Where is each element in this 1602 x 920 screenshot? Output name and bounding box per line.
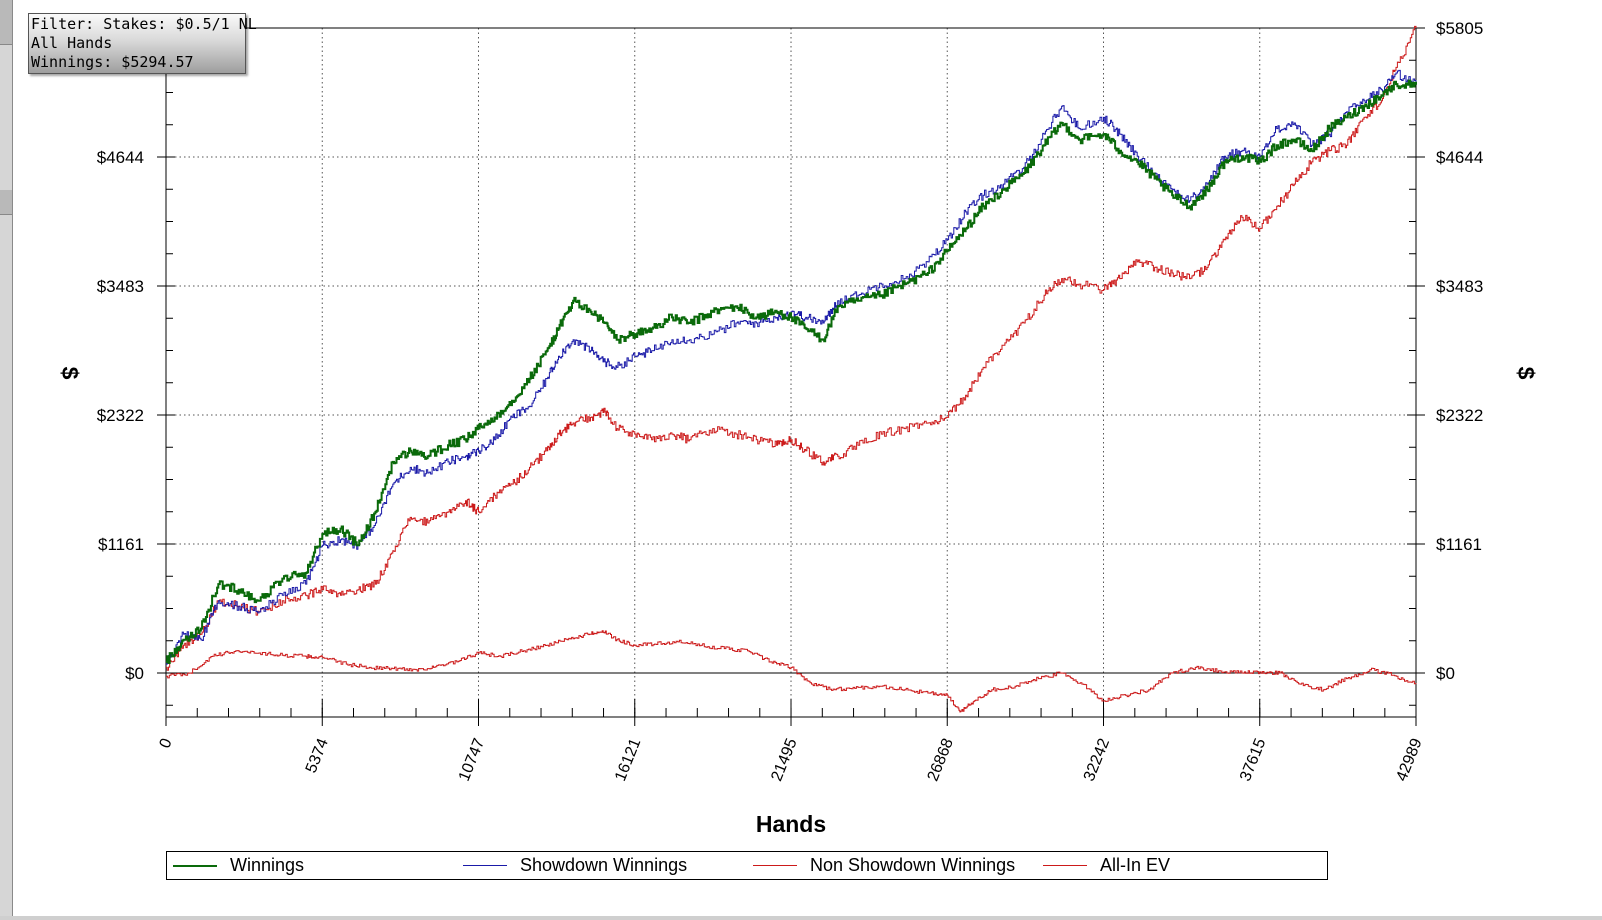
x-tick-label: 0 [157,736,176,751]
y-axis-title-left: $ [57,367,83,380]
frame-notch [0,190,12,215]
series-line-all-in-ev [166,25,1417,671]
filter-text: Filter: Stakes: $0.5/1 NL [31,15,257,33]
x-tick-label: 16121 [612,736,644,784]
window-bottom-frame [0,916,1602,920]
legend-item-showdown: Showdown Winnings [463,852,687,879]
series-layer [166,25,1417,713]
legend-item-all-in-ev: All-In EV [1043,852,1170,879]
series-line-winnings [166,79,1417,664]
y-tick-label-right: $4644 [1436,148,1483,167]
y-tick-label-right: $3483 [1436,277,1483,296]
total-winnings-text: Winnings: $5294.57 [31,53,194,71]
window-left-frame [0,0,13,920]
legend-swatch-winnings [173,864,217,867]
legend-item-winnings: Winnings [173,852,304,879]
legend-swatch-showdown [463,865,507,866]
y-tick-label-left: $2322 [97,406,144,425]
y-tick-label-right: $1161 [1436,535,1482,554]
grid-layer [166,28,1416,717]
legend-item-non-showdown: Non Showdown Winnings [753,852,1015,879]
legend-label-showdown: Showdown Winnings [520,855,688,875]
legend-swatch-non-showdown [753,865,797,866]
x-tick-label: 10747 [456,736,488,784]
frame-notch [0,0,12,45]
legend-swatch-all-in-ev [1043,865,1087,866]
hands-filter-text: All Hands [31,34,113,52]
chart-legend: Winnings Showdown Winnings Non Showdown … [166,851,1328,880]
y-tick-label-right: $2322 [1436,406,1483,425]
x-tick-label: 5374 [303,736,332,775]
legend-label-all-in-ev: All-In EV [1100,855,1171,875]
filter-info-box: Filter: Stakes: $0.5/1 NL All Hands Winn… [28,13,257,74]
series-line-non-showdown-winnings [166,630,1417,713]
x-axis-title: Hands [756,811,826,837]
x-tick-label: 32242 [1081,736,1113,784]
y-tick-label-left: $3483 [97,277,144,296]
y-axis-title-right: $ [1513,367,1539,380]
x-tick-label: 37615 [1237,736,1269,784]
y-tick-label-left: $0 [125,664,144,683]
axes-layer [157,27,1425,726]
y-tick-label-left: $1161 [98,535,144,554]
y-tick-label-left: $4644 [97,148,144,167]
x-tick-label: 26868 [925,736,957,784]
legend-label-non-showdown: Non Showdown Winnings [810,855,1016,875]
y-tick-label-right: $0 [1436,664,1455,683]
y-tick-label-right: $5805 [1436,19,1483,38]
x-tick-label: 42989 [1393,736,1425,784]
legend-label-winnings: Winnings [230,855,305,875]
x-tick-label: 21495 [768,736,800,784]
